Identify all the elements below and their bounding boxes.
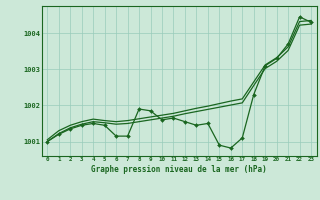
X-axis label: Graphe pression niveau de la mer (hPa): Graphe pression niveau de la mer (hPa) xyxy=(91,165,267,174)
